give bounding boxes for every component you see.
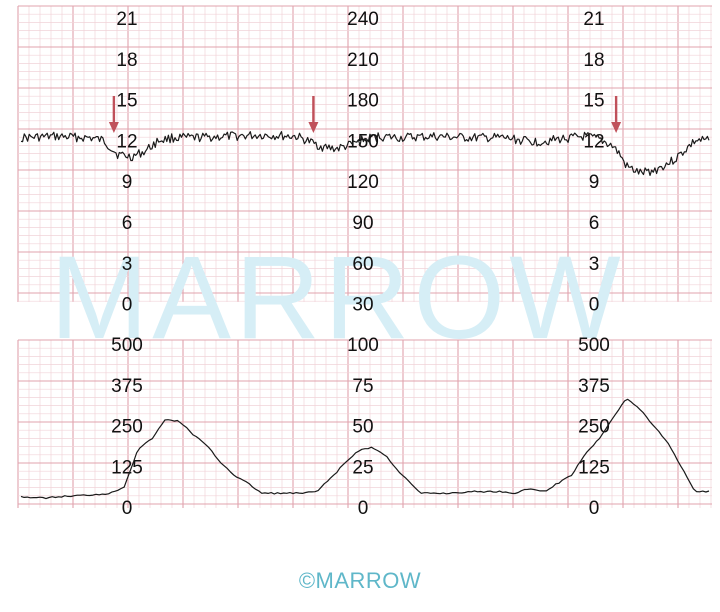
arrows xyxy=(108,96,622,133)
tick-label: 0 xyxy=(122,498,133,519)
traces xyxy=(20,131,710,500)
tick-label: 21 xyxy=(116,9,137,30)
tick-label: 375 xyxy=(111,376,143,397)
uterine-trace xyxy=(20,398,710,500)
tick-label: 25 xyxy=(352,457,373,478)
tick-label: 9 xyxy=(122,172,133,193)
tick-label: 125 xyxy=(578,457,610,478)
tick-label: 9 xyxy=(589,172,600,193)
tick-label: 180 xyxy=(347,91,379,112)
tick-label: 240 xyxy=(347,9,379,30)
tick-label: 12 xyxy=(583,131,604,152)
tick-label: 18 xyxy=(583,50,604,71)
tick-label: 50 xyxy=(352,417,373,438)
uterine-grid xyxy=(17,339,712,508)
tick-label: 75 xyxy=(352,376,373,397)
tick-label: 3 xyxy=(589,254,600,275)
tick-label: 210 xyxy=(347,50,379,71)
arrow-down-icon xyxy=(611,122,622,133)
fhr-grid xyxy=(17,5,712,302)
tick-label: 120 xyxy=(347,172,379,193)
ctg-chart: MARROW 211815129630240210180150120906030… xyxy=(17,5,712,519)
tick-label: 21 xyxy=(583,9,604,30)
tick-label: 0 xyxy=(589,295,600,316)
tick-label: 0 xyxy=(589,498,600,519)
tick-label: 18 xyxy=(116,50,137,71)
tick-label: 3 xyxy=(122,254,133,275)
tick-label: 6 xyxy=(589,213,600,234)
tick-label: 250 xyxy=(111,417,143,438)
tick-label: 500 xyxy=(578,335,610,356)
tick-label: 0 xyxy=(122,295,133,316)
tick-label: 250 xyxy=(578,417,610,438)
tick-label: 375 xyxy=(578,376,610,397)
tick-label: 15 xyxy=(583,91,604,112)
tick-label: 30 xyxy=(352,295,373,316)
tick-label: 15 xyxy=(116,91,137,112)
fhr-trace xyxy=(20,131,710,176)
tick-label: 60 xyxy=(352,254,373,275)
arrow-down-icon xyxy=(108,122,119,133)
tick-label: 100 xyxy=(347,335,379,356)
footer-brand: ©MARROW xyxy=(298,568,422,593)
tick-label: 6 xyxy=(122,213,133,234)
tick-label: 500 xyxy=(111,335,143,356)
tick-label: 125 xyxy=(111,457,143,478)
fhr-tick-labels: 2118151296302402101801501209060302118151… xyxy=(116,9,604,316)
tick-label: 12 xyxy=(116,131,137,152)
tick-label: 0 xyxy=(358,498,369,519)
watermark: MARROW xyxy=(50,232,625,364)
arrow-down-icon xyxy=(308,122,319,133)
tick-label: 90 xyxy=(352,213,373,234)
